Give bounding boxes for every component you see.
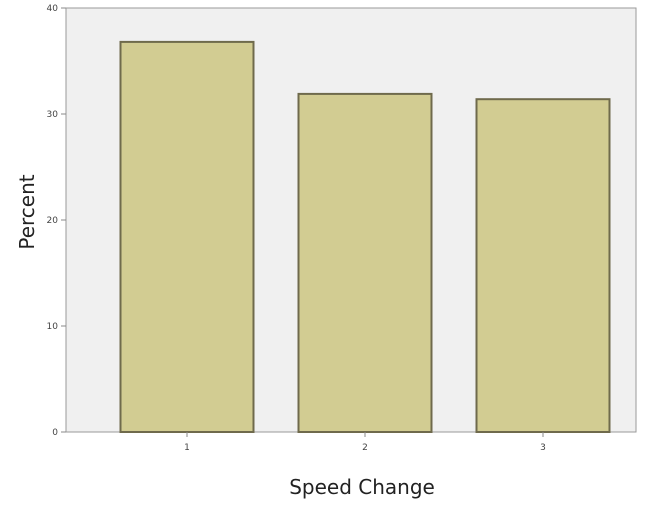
- y-tick-label-20: 20: [47, 216, 59, 226]
- y-tick-label-10: 10: [47, 322, 59, 332]
- y-tick-label-40: 40: [47, 4, 59, 14]
- y-tick-label-30: 30: [47, 110, 59, 120]
- x-axis-title: Speed Change: [289, 475, 435, 499]
- x-tick-label-3: 3: [540, 443, 546, 453]
- y-tick-label-0: 0: [52, 428, 58, 438]
- bars-layer: [119, 40, 611, 434]
- bar-3: [475, 98, 611, 433]
- x-tick-label-2: 2: [362, 443, 368, 453]
- bar-2: [297, 92, 433, 434]
- x-tick-label-1: 1: [184, 443, 190, 453]
- y-axis-title: Percent: [15, 174, 39, 249]
- bar-1: [119, 40, 255, 434]
